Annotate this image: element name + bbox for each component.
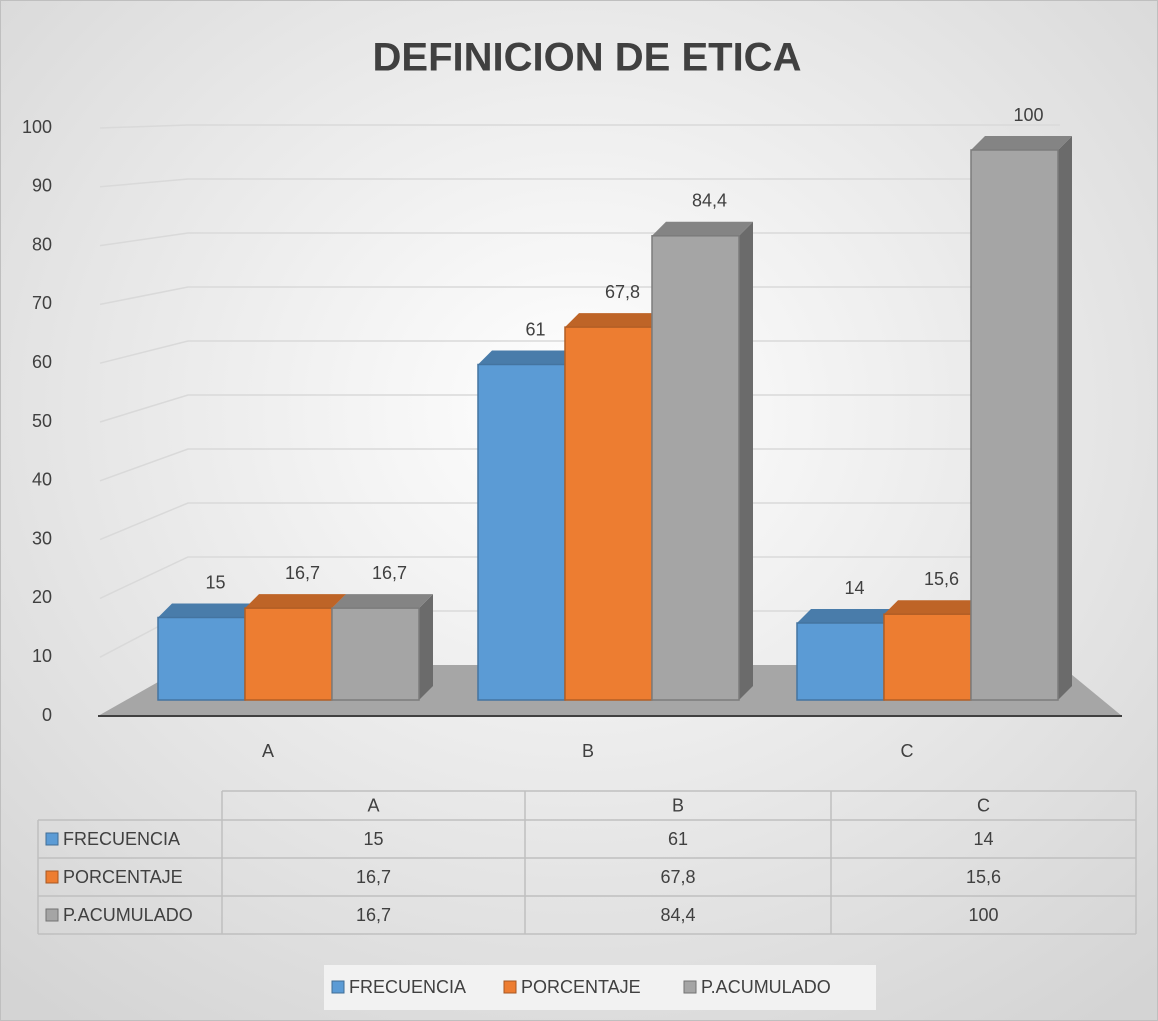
table-header: B [672,795,684,815]
bar [651,235,740,701]
table-row-label: FRECUENCIA [63,829,180,849]
legend-label: PORCENTAJE [521,977,641,997]
grid-line [99,448,1060,482]
bar-top [565,313,666,328]
table-row-label: PORCENTAJE [63,867,183,887]
bar-top [245,594,346,609]
bar [157,616,246,701]
table-cell: 84,4 [660,905,695,925]
table-row-label: P.ACUMULADO [63,905,193,925]
data-label: 100 [1013,105,1043,125]
table-cell: 16,7 [356,867,391,887]
data-label: 15,6 [924,569,959,589]
legend-key [331,980,345,994]
bar-top [332,594,433,609]
bar-top [478,350,579,365]
grid-line [99,340,1060,364]
table-key [45,908,59,922]
table-cell: 14 [973,829,993,849]
bar-side [1058,136,1072,700]
legend-key [503,980,517,994]
y-tick-label: 20 [32,587,52,607]
table-cell: 61 [668,829,688,849]
bar-top [158,603,259,618]
legend-box [324,965,876,1010]
bar [796,622,885,701]
chart-title: DEFINICION DE ETICA [373,36,802,80]
grid-line [99,232,1060,247]
bar-top [884,600,985,615]
data-label: 14 [844,578,864,598]
data-label: 61 [525,319,545,339]
table-cell: 67,8 [660,867,695,887]
legend-key [683,980,697,994]
x-tick-label: A [262,741,274,761]
grid-line [99,556,1060,600]
bar [477,363,566,701]
bar-top [797,609,898,623]
legend-label: FRECUENCIA [349,977,466,997]
data-label: 15 [205,572,225,592]
bar-top [971,136,1072,150]
y-tick-label: 0 [42,705,52,725]
y-tick-label: 80 [32,234,52,254]
bar [244,607,333,701]
table-key [45,832,59,846]
y-tick-label: 100 [22,117,52,137]
bar [564,326,653,701]
y-tick-label: 60 [32,352,52,372]
bar-side [419,594,433,700]
x-tick-label: C [901,741,914,761]
table-cell: 16,7 [356,905,391,925]
table-key [45,870,59,884]
y-tick-label: 10 [32,646,52,666]
bar [970,149,1059,701]
bar [331,607,420,701]
table-cell: 15 [363,829,383,849]
grid-line [99,124,1060,129]
table-header: A [367,795,379,815]
bar [883,613,972,701]
data-label: 16,7 [372,563,407,583]
bar-side [739,221,753,701]
legend-label: P.ACUMULADO [701,977,831,997]
y-tick-label: 50 [32,411,52,431]
grid-line [99,178,1060,188]
data-label: 16,7 [285,563,320,583]
bar-top [652,221,753,236]
table-cell: 100 [968,905,998,925]
grid-line [99,502,1060,541]
y-tick-label: 70 [32,293,52,313]
table-cell: 15,6 [966,867,1001,887]
y-tick-label: 40 [32,470,52,490]
grid-line [99,286,1060,306]
y-tick-label: 30 [32,528,52,548]
table-header: C [977,795,990,815]
data-label: 67,8 [605,282,640,302]
data-label: 84,4 [692,191,727,211]
grid-line [99,394,1060,423]
y-tick-label: 90 [32,176,52,196]
x-tick-label: B [582,741,594,761]
